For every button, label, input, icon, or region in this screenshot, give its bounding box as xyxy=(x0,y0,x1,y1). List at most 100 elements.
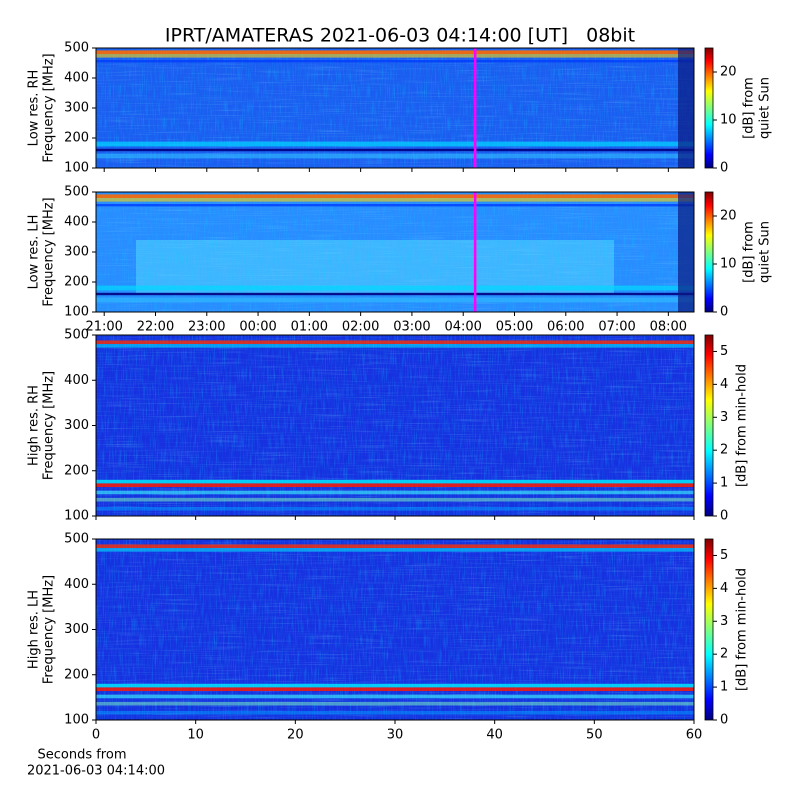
spectrogram-band xyxy=(96,54,694,58)
colorbar-tick-label: 4 xyxy=(720,377,728,392)
x-tick-label: 00:00 xyxy=(239,320,276,335)
x-tick-label: 0 xyxy=(92,728,100,743)
x-tick-label: 04:00 xyxy=(444,320,481,335)
colorbar xyxy=(704,47,714,169)
y-tick-label: 100 xyxy=(64,713,89,728)
colorbar-label: [dB] from min-hold xyxy=(735,568,750,691)
colorbar-tick-label: 2 xyxy=(720,647,728,662)
y-tick-label: 100 xyxy=(64,161,89,176)
panel: 100 200 300 400 500 High res. RH Frequency [MH… xyxy=(27,328,750,524)
y-tick-label: 500 xyxy=(64,532,89,547)
colorbar-tick-label: 1 xyxy=(720,476,728,491)
y-tick-label: 500 xyxy=(64,328,89,343)
spectrogram-band xyxy=(96,687,694,692)
spectrogram-band xyxy=(96,141,694,147)
y-axis-label: Low res. RH xyxy=(27,70,42,147)
spectrogram-band xyxy=(96,297,694,303)
spectrogram-noise xyxy=(96,48,694,168)
y-tick-label: 100 xyxy=(64,305,89,320)
spectrogram-band xyxy=(96,292,694,296)
x-tick-label: 01:00 xyxy=(291,320,328,335)
y-tick-label: 300 xyxy=(64,418,89,433)
spectrogram-band xyxy=(96,544,694,549)
spectrogram-band xyxy=(96,683,694,688)
colorbar-tick-label: 3 xyxy=(720,614,728,629)
x-tick-label: 60 xyxy=(686,728,703,743)
colorbar-tick-label: 0 xyxy=(720,305,728,320)
spectrogram-band xyxy=(96,497,694,502)
x-tick-label: 10 xyxy=(187,728,204,743)
y-tick-label: 400 xyxy=(64,373,89,388)
y-tick-label: 500 xyxy=(64,185,89,200)
y-axis-label: Low res. LH xyxy=(27,215,42,290)
colorbar-tick-label: 0 xyxy=(720,509,728,524)
y-axis-label: High res. RH xyxy=(27,385,42,466)
spectrogram-band xyxy=(96,153,694,159)
y-tick-label: 200 xyxy=(64,275,89,290)
spectrogram-band xyxy=(96,60,694,63)
spectrogram-band xyxy=(96,506,694,511)
colorbar-tick-label: 20 xyxy=(720,209,737,224)
spectrogram-band xyxy=(96,50,694,54)
spectrogram-band xyxy=(96,701,694,706)
colorbar-tick-label: 20 xyxy=(720,65,737,80)
x-tick-label: 05:00 xyxy=(496,320,533,335)
chart-title: IPRT/AMATERAS 2021-06-03 04:14:00 [UT] 0… xyxy=(165,25,635,47)
x-tick-label: 30 xyxy=(387,728,404,743)
y-tick-label: 500 xyxy=(64,41,89,56)
y-tick-label: 300 xyxy=(64,101,89,116)
y-axis-label: Frequency [MHz] xyxy=(42,371,57,480)
spectrogram-edge xyxy=(678,192,694,312)
spectrogram-band xyxy=(96,285,694,291)
spectrogram-band xyxy=(96,204,694,207)
colorbar-tick-label: 2 xyxy=(720,443,728,458)
spectrogram-noise xyxy=(96,539,694,720)
spectrogram-band xyxy=(96,344,694,348)
colorbar-label: quiet Sun xyxy=(758,77,773,139)
x-axis-label: 2021-06-03 04:14:00 xyxy=(27,764,165,779)
colorbar-tick-label: 5 xyxy=(720,548,728,563)
spectrogram-band xyxy=(96,483,694,488)
colorbar-label: [dB] from xyxy=(742,77,757,139)
x-tick-label: 02:00 xyxy=(342,320,379,335)
spectrogram-band xyxy=(96,479,694,484)
spectrogram-band xyxy=(96,548,694,552)
colorbar-tick-label: 1 xyxy=(720,680,728,695)
colorbar-tick-label: 0 xyxy=(720,713,728,728)
spectrogram-noise xyxy=(96,192,694,312)
colorbar-tick-label: 5 xyxy=(720,344,728,359)
y-tick-label: 400 xyxy=(64,215,89,230)
x-axis-label: Seconds from xyxy=(37,748,126,763)
x-tick-label: 20 xyxy=(287,728,304,743)
x-tick-label: 03:00 xyxy=(393,320,430,335)
x-tick-label: 07:00 xyxy=(598,320,635,335)
colorbar-label: [dB] from min-hold xyxy=(735,364,750,487)
y-tick-label: 100 xyxy=(64,509,89,524)
x-tick-label: 22:00 xyxy=(137,320,174,335)
x-tick-label: 40 xyxy=(486,728,503,743)
panel: 100 200 300 400 500 Low res. RH Frequency [MHz… xyxy=(27,41,773,176)
y-tick-label: 400 xyxy=(64,71,89,86)
spectrogram-noise xyxy=(96,335,694,516)
colorbar xyxy=(704,334,714,517)
colorbar xyxy=(704,538,714,721)
y-axis-label: High res. LH xyxy=(27,590,42,669)
colorbar-label: [dB] from xyxy=(742,221,757,283)
y-axis-label: Frequency [MHz] xyxy=(42,197,57,306)
spectrogram-band xyxy=(96,198,694,202)
y-axis-label: Frequency [MHz] xyxy=(42,53,57,162)
colorbar-tick-label: 3 xyxy=(720,410,728,425)
x-tick-label: 21:00 xyxy=(85,320,122,335)
colorbar xyxy=(704,191,714,313)
y-tick-label: 200 xyxy=(64,131,89,146)
spectrogram-band xyxy=(96,194,694,198)
colorbar-tick-label: 4 xyxy=(720,581,728,596)
spectrogram-band xyxy=(96,490,694,495)
x-tick-label: 08:00 xyxy=(650,320,687,335)
y-tick-label: 200 xyxy=(64,667,89,682)
y-tick-label: 300 xyxy=(64,245,89,260)
spectrogram-band xyxy=(96,148,694,152)
